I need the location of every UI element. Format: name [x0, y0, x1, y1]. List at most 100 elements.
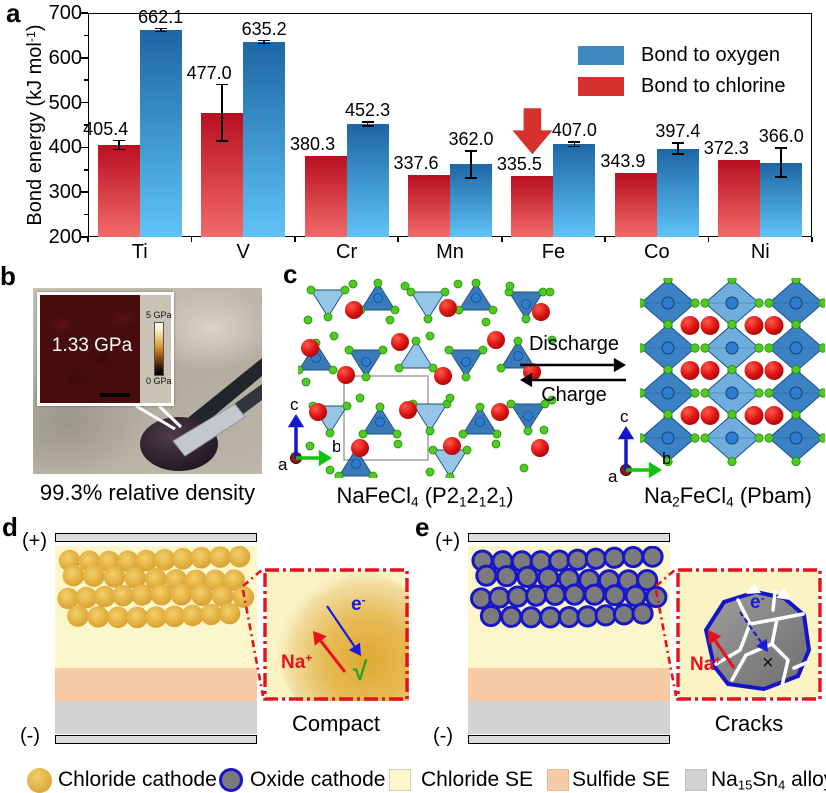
e-bottom-electrode	[468, 735, 670, 744]
svg-text:c: c	[290, 398, 299, 414]
discharge-charge-arrows	[520, 357, 626, 388]
e-negative-terminal: (-)	[433, 725, 453, 747]
d-negative-terminal: (-)	[20, 725, 40, 747]
e-top-electrode	[468, 533, 670, 542]
panel-a-label: a	[6, 0, 21, 28]
t: e	[351, 594, 362, 615]
t: 2	[466, 483, 479, 508]
cracks-inset: Na+ e- ×	[676, 568, 822, 701]
t: alloy	[791, 768, 826, 791]
axis-triad-left: c b a	[278, 398, 340, 472]
bar-oxygen-Cr	[346, 123, 389, 237]
d-na-ion-label: Na+	[281, 652, 312, 674]
error-bar-oxygen-Ni	[780, 148, 783, 177]
t: 1	[458, 494, 467, 510]
svg-text:c: c	[620, 410, 629, 426]
y-tick-500	[80, 101, 88, 104]
oxide-cathode-icon	[219, 768, 243, 792]
x-tick-label-Mn: Mn	[436, 241, 464, 263]
panel-d-label: d	[2, 512, 18, 542]
t: Na	[644, 483, 673, 508]
x-tick-label-V: V	[236, 241, 250, 263]
y-tick-200	[80, 236, 88, 238]
t: +	[714, 654, 722, 668]
e-alloy-layer	[468, 701, 670, 734]
color-scale-bar	[154, 322, 164, 376]
error-cap	[568, 141, 581, 143]
compact-inset-graphic	[263, 568, 409, 701]
chart-legend-chlorine: Bond to chlorine	[578, 75, 786, 97]
scalebar-rule	[100, 393, 130, 397]
panel-e-label: e	[415, 512, 430, 542]
y-tick-label-600: 600	[48, 46, 82, 69]
value-label-chlorine-Fe: 335.5	[496, 154, 542, 175]
y-tick-300	[80, 191, 88, 193]
d-electron-label: e-	[351, 594, 366, 616]
t: Na	[690, 654, 715, 675]
error-cap	[216, 140, 229, 142]
na2fecl4-caption: Na2FeCl4 (Pbam)	[630, 483, 826, 509]
y-tick-400	[80, 146, 88, 149]
y-tick-700	[80, 12, 88, 14]
value-label-oxygen-V: 635.2	[241, 18, 287, 39]
error-cap	[361, 124, 374, 127]
svg-text:a: a	[608, 467, 618, 484]
bond-energy-chart: a Bond energy (kJ mol-1) 200 300 400 500 600…	[0, 0, 826, 263]
error-bar-chlorine-V	[221, 84, 223, 142]
error-bar-oxygen-Ti	[159, 28, 162, 32]
value-label-chlorine-V: 477.0	[186, 62, 232, 83]
oxide-cathode-particles	[470, 546, 668, 629]
chloride-cathode-label: Chloride cathode	[58, 768, 217, 791]
x-tick-label-Co: Co	[644, 241, 670, 263]
y-minor-tick	[84, 169, 88, 171]
error-cap	[361, 121, 374, 123]
e-positive-terminal: (+)	[435, 530, 460, 552]
oxygen-swatch	[578, 46, 624, 65]
t: 2	[486, 483, 499, 508]
t: -	[760, 592, 765, 606]
relative-density-caption: 99.3% relative density	[39, 480, 256, 505]
scale-min-label: 0 GPa	[146, 376, 172, 386]
x-tick	[190, 237, 193, 242]
value-label-oxygen-Fe: 407.0	[551, 120, 597, 141]
value-label-chlorine-Ti: 405.4	[83, 118, 129, 139]
bar-chlorine-Cr	[304, 156, 347, 237]
value-label-oxygen-Co: 397.4	[655, 121, 701, 142]
error-cap	[775, 176, 788, 178]
error-cap	[258, 39, 271, 42]
modulus-map: 1.33 GPa	[40, 295, 140, 403]
x-tick	[604, 237, 606, 242]
bar-oxygen-Fe	[553, 144, 596, 237]
e-callout-lines	[654, 568, 678, 697]
alloy-label: Na15Sn4 alloy	[711, 768, 826, 792]
chloride-se-label: Chloride SE	[421, 768, 534, 791]
y-minor-tick	[84, 124, 88, 126]
chlorine-legend-label: Bond to chlorine	[641, 75, 786, 97]
bar-chlorine-Fe	[511, 176, 554, 237]
y-tick-label-400: 400	[48, 136, 82, 159]
t: 4	[411, 494, 419, 510]
cross-icon: ×	[762, 652, 774, 674]
d-sulfide-se-layer	[55, 668, 257, 701]
sulfide-se-icon	[547, 769, 569, 791]
svg-text:a: a	[278, 455, 288, 472]
chloride-cathode-icon	[27, 768, 52, 793]
d-positive-terminal: (+)	[22, 530, 47, 552]
x-tick-label-Ti: Ti	[131, 241, 148, 263]
e-electron-label: e-	[750, 592, 765, 614]
error-bar-chlorine-Ti	[117, 140, 120, 150]
x-tick-label-Ni: Ni	[750, 241, 770, 263]
charge-label: Charge	[541, 384, 607, 406]
t: -	[361, 594, 366, 608]
compact-inset: Na+ e- √	[263, 568, 409, 701]
axis-triad-right: c b a	[608, 410, 670, 484]
error-cap	[112, 148, 125, 151]
t: 4	[778, 777, 786, 793]
x-tick	[500, 237, 503, 242]
bar-chlorine-Mn	[408, 175, 450, 237]
nafecl4-structure	[298, 278, 557, 478]
t: 4	[726, 494, 734, 510]
error-cap	[112, 139, 125, 142]
t: +	[305, 652, 313, 666]
svg-text:b: b	[662, 449, 670, 468]
